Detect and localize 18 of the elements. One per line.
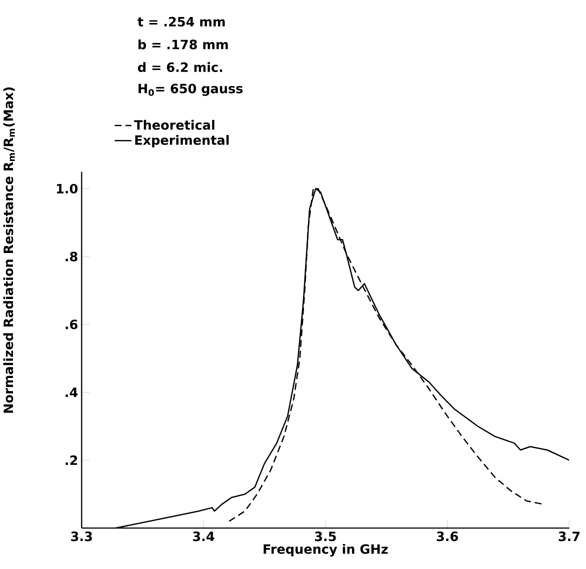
text: t = .254 mm <box>138 17 225 27</box>
y-axis-title: Normalized Radiation Resistance R$_{m}$/R$_{m}$(Max) <box>3 88 15 413</box>
legend-label: Theoretical <box>134 120 214 130</box>
text: H$_{0}$= 650 gauss <box>138 84 243 96</box>
y-tick-label: .8 <box>66 252 78 262</box>
x-tick-label: 3.6 <box>436 532 458 542</box>
y-tick-label: .2 <box>66 456 78 466</box>
legend-label: Experimental <box>135 135 229 148</box>
text: d = 6.2 mic. <box>138 62 222 72</box>
x-tick-label: 3.7 <box>558 532 580 542</box>
x-axis-title: Frequency in GHz <box>264 544 388 557</box>
x-tick-label: 3.5 <box>314 532 336 542</box>
y-tick-label: .4 <box>66 388 78 398</box>
y-tick-label: 1.0 <box>56 184 78 194</box>
text: b = .178 mm <box>138 40 228 50</box>
x-tick-label: 3.3 <box>71 532 92 542</box>
x-tick-label: 3.4 <box>193 532 214 542</box>
y-tick-label: .6 <box>66 320 78 330</box>
